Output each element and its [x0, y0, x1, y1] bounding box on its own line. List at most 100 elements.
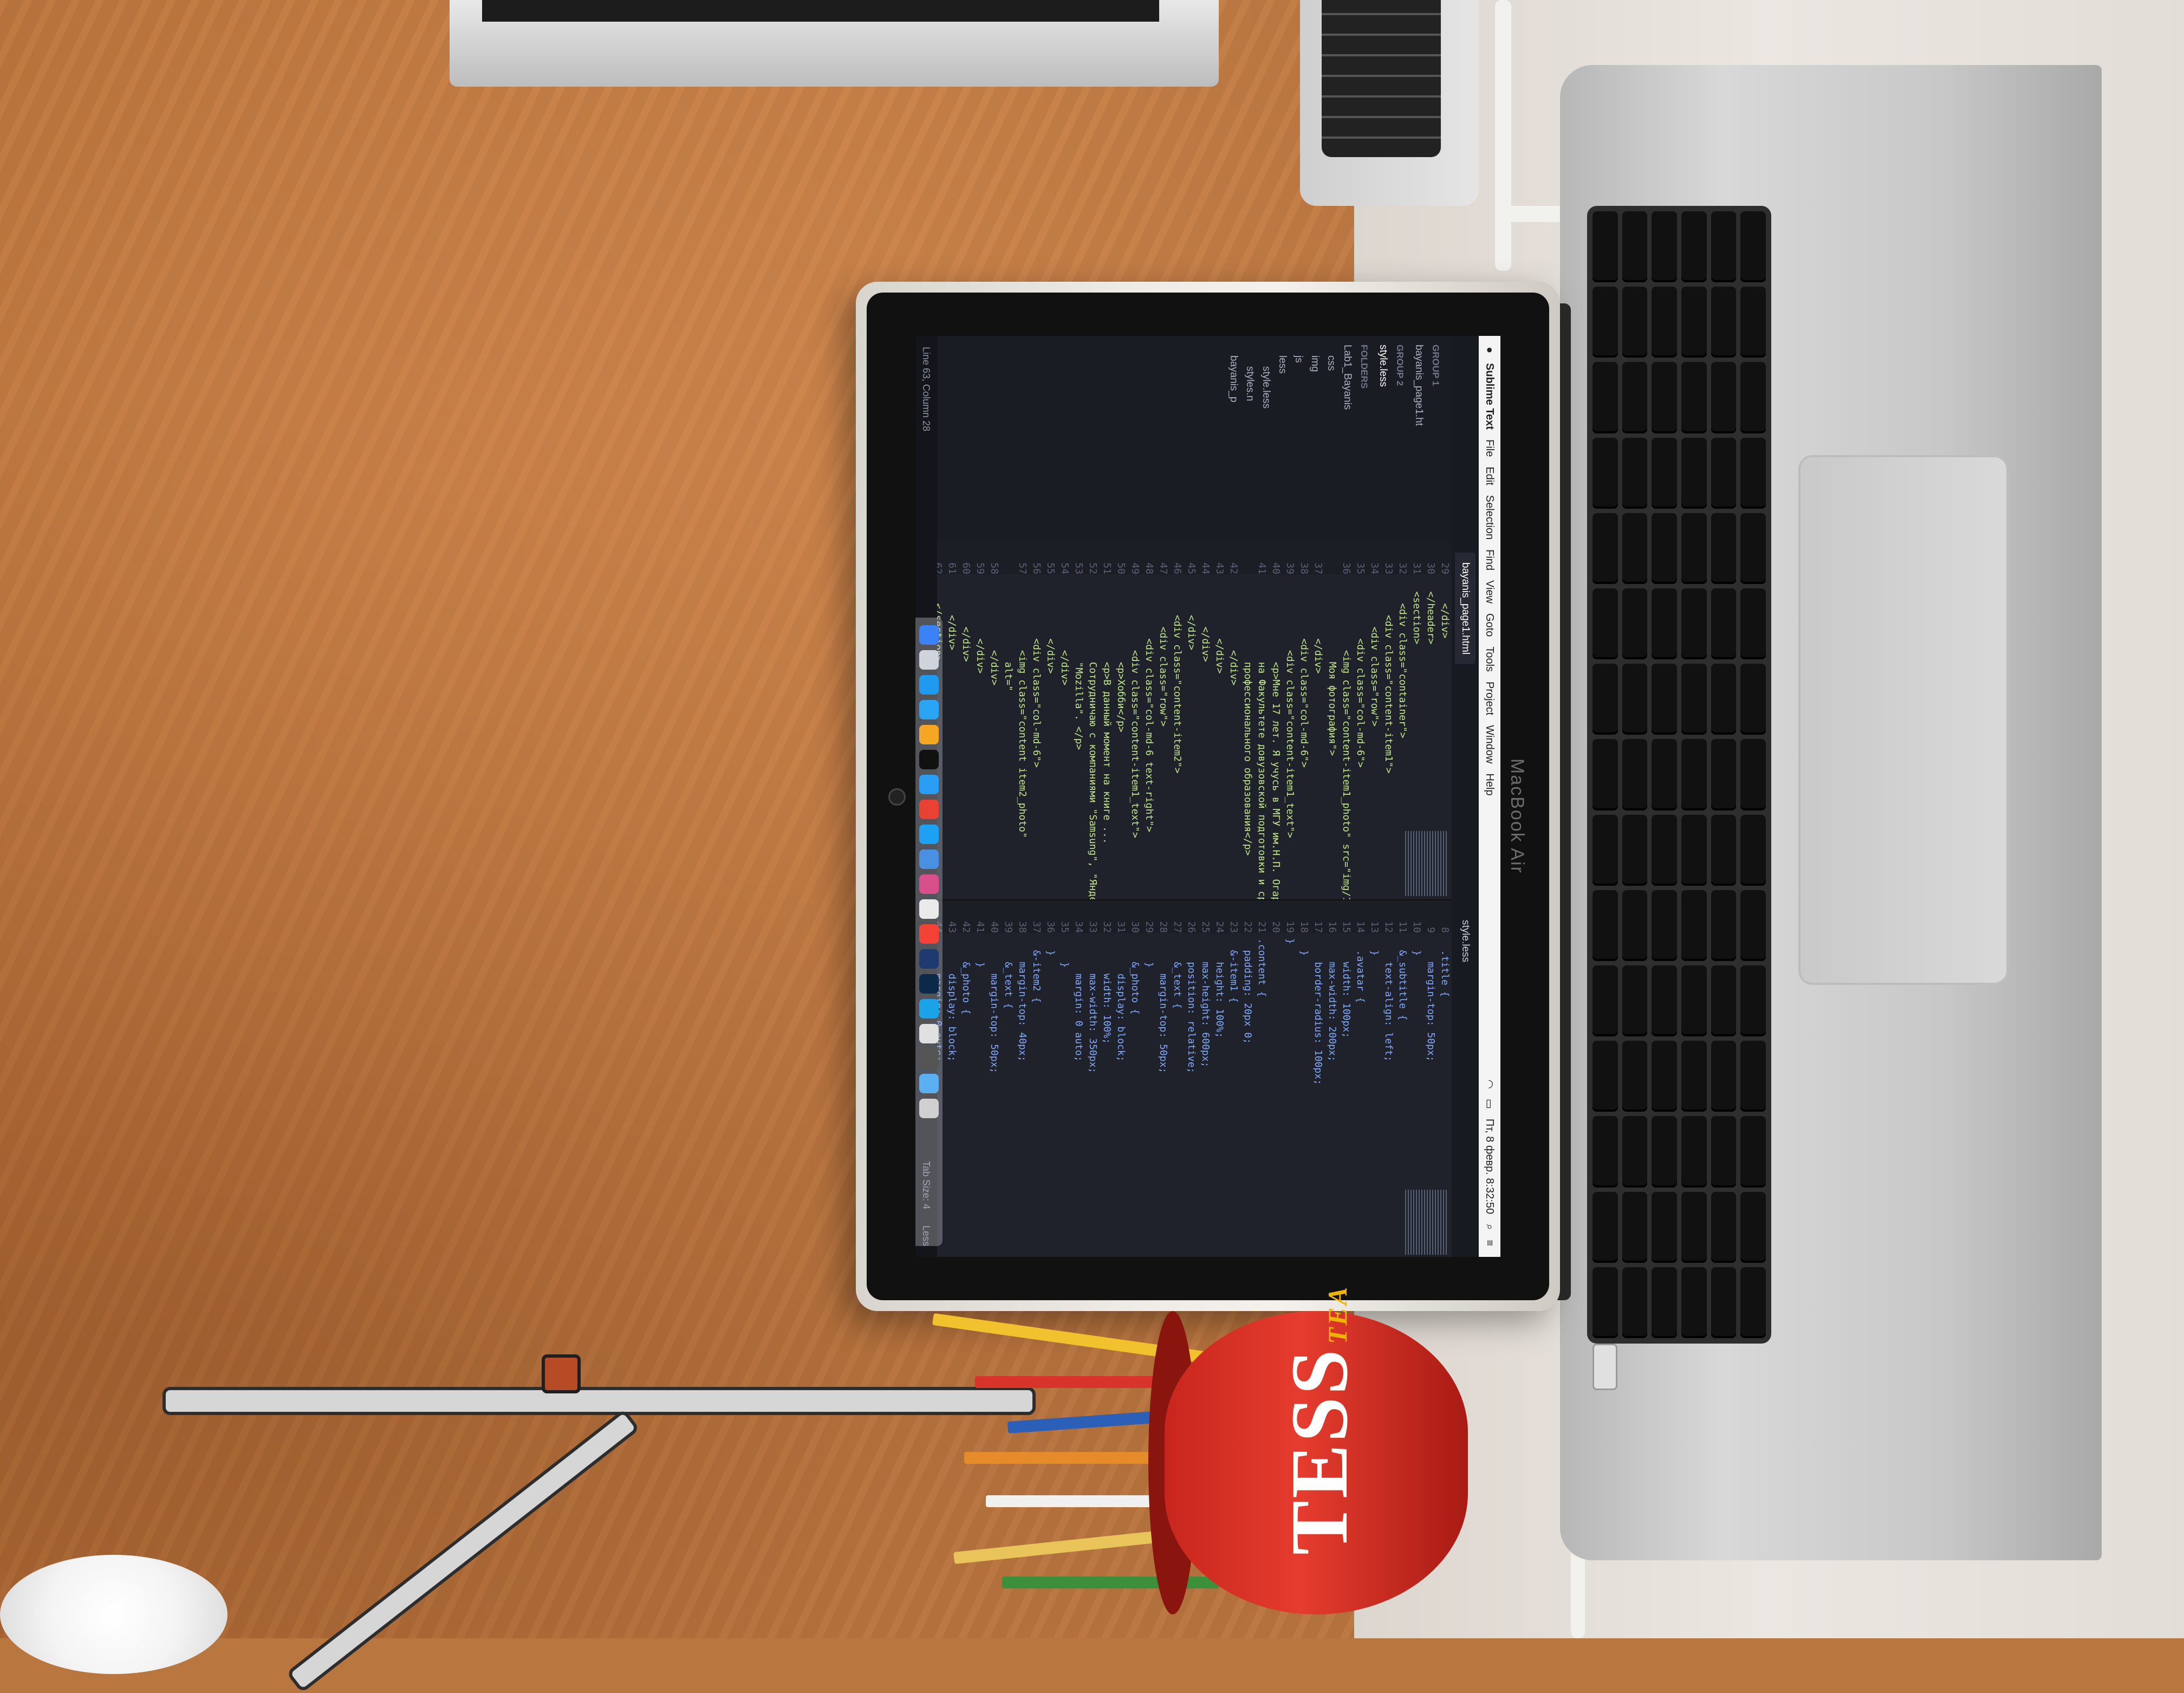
apple-icon[interactable]: ● [1484, 347, 1496, 354]
keyboard-key[interactable] [1711, 513, 1737, 584]
code-area[interactable]: .title { margin-top: 50px; } &_subtitle … [937, 938, 1452, 1257]
keyboard-key[interactable] [1622, 814, 1648, 886]
keyboard-key[interactable] [1681, 588, 1707, 660]
keyboard-key[interactable] [1622, 965, 1648, 1037]
keyboard-key[interactable] [1622, 588, 1648, 660]
keyboard-key[interactable] [1622, 1191, 1648, 1263]
keyboard-key[interactable] [1681, 287, 1707, 358]
keyboard-key[interactable] [1652, 1041, 1677, 1112]
keyboard-key[interactable] [1622, 362, 1648, 433]
keyboard-key[interactable] [1622, 664, 1648, 735]
keyboard-key[interactable] [1711, 1191, 1737, 1263]
keyboard-key[interactable] [1592, 1267, 1618, 1338]
menu-edit[interactable]: Edit [1484, 466, 1496, 485]
keyboard-key[interactable] [1681, 965, 1707, 1037]
keyboard-key[interactable] [1652, 1116, 1677, 1188]
keyboard-key[interactable] [1622, 1267, 1648, 1338]
keyboard-key[interactable] [1711, 965, 1737, 1037]
keyboard-key[interactable] [1652, 362, 1677, 433]
keyboard-key[interactable] [1740, 1267, 1766, 1338]
settings-icon[interactable] [919, 1049, 939, 1068]
keyboard-key[interactable] [1711, 211, 1737, 283]
photoshop-icon[interactable] [919, 974, 939, 994]
keyboard-key[interactable] [1652, 890, 1677, 961]
keyboard-key[interactable] [1592, 739, 1618, 810]
sidebar-item[interactable]: less [1277, 355, 1288, 374]
keyboard-key[interactable] [1681, 211, 1707, 283]
menu-window[interactable]: Window [1484, 725, 1496, 764]
sidebar-item[interactable]: style.less [1260, 366, 1272, 409]
keyboard-key[interactable] [1681, 890, 1707, 961]
keyboard-key[interactable] [1681, 739, 1707, 810]
keyboard-key[interactable] [1740, 1191, 1766, 1263]
keyboard-key[interactable] [1652, 287, 1677, 358]
sidebar-item[interactable]: img [1309, 355, 1321, 372]
keyboard-key[interactable] [1652, 739, 1677, 810]
menu-help[interactable]: Help [1484, 773, 1496, 796]
keyboard-key[interactable] [1592, 1116, 1618, 1188]
keyboard-key[interactable] [1622, 739, 1648, 810]
finder-icon[interactable] [919, 625, 939, 645]
keyboard-key[interactable] [1711, 814, 1737, 886]
keyboard-key[interactable] [1711, 1041, 1737, 1112]
sidebar-open-file[interactable]: style.less [1377, 345, 1389, 387]
keyboard-key[interactable] [1622, 1041, 1648, 1112]
telegram-icon[interactable] [919, 825, 939, 844]
keyboard-key[interactable] [1711, 437, 1737, 509]
menu-find[interactable]: Find [1484, 549, 1496, 570]
sidebar-project-folder[interactable]: Lab1_Bayanis [1342, 345, 1353, 410]
keyboard-key[interactable] [1711, 890, 1737, 961]
keyboard-key[interactable] [1681, 1267, 1707, 1338]
trackpad[interactable] [1798, 455, 2008, 985]
app-icon[interactable] [919, 849, 939, 869]
menu-selection[interactable]: Selection [1484, 495, 1496, 540]
tab-less-file[interactable]: style.less [1460, 920, 1471, 963]
keyboard-key[interactable] [1622, 890, 1648, 961]
folder-icon[interactable] [919, 1074, 939, 1093]
menubar-clock[interactable]: Пт, 8 февр. 8:32:50 [1484, 1118, 1496, 1215]
calendar-icon[interactable] [919, 899, 939, 919]
keyboard-key[interactable] [1681, 437, 1707, 509]
keyboard-key[interactable] [1681, 814, 1707, 886]
keyboard-key[interactable] [1740, 739, 1766, 810]
safari-icon[interactable] [919, 775, 939, 794]
keyboard-key[interactable] [1592, 664, 1618, 735]
keyboard-key[interactable] [1622, 211, 1648, 283]
minimap[interactable] [1405, 831, 1448, 896]
keyboard-key[interactable] [1740, 437, 1766, 509]
keyboard-key[interactable] [1652, 965, 1677, 1037]
terminal-icon[interactable] [919, 750, 939, 769]
keyboard-key[interactable] [1740, 513, 1766, 584]
list-icon[interactable]: ≡ [1484, 1240, 1496, 1246]
music-icon[interactable] [919, 1024, 939, 1043]
keyboard-key[interactable] [1622, 437, 1648, 509]
app-icon[interactable] [919, 924, 939, 944]
keyboard-key[interactable] [1740, 287, 1766, 358]
editor-pane-less[interactable]: 8 9 10 11 12 13 14 15 16 17 18 19 20 21 22 23 24 25 26 27 28… [937, 899, 1452, 1257]
minimap[interactable] [1405, 1190, 1448, 1255]
keyboard-key[interactable] [1652, 588, 1677, 660]
app-icon[interactable] [919, 999, 939, 1019]
keyboard-key[interactable] [1711, 588, 1737, 660]
menu-project[interactable]: Project [1484, 682, 1496, 716]
keyboard-key[interactable] [1740, 362, 1766, 433]
keyboard-key[interactable] [1740, 965, 1766, 1037]
keyboard-key[interactable] [1711, 287, 1737, 358]
sidebar-item[interactable]: js [1293, 355, 1304, 363]
keyboard-key[interactable] [1592, 437, 1618, 509]
keyboard-key[interactable] [1740, 1116, 1766, 1188]
keyboard-key[interactable] [1711, 1116, 1737, 1188]
keyboard-key[interactable] [1592, 362, 1618, 433]
photos-icon[interactable] [919, 874, 939, 894]
keyboard-key[interactable] [1652, 1191, 1677, 1263]
keyboard-key[interactable] [1681, 664, 1707, 735]
vscode-icon[interactable] [919, 700, 939, 719]
keyboard-key[interactable] [1652, 211, 1677, 283]
keyboard-key[interactable] [1681, 1116, 1707, 1188]
sidebar-open-file[interactable]: bayanis_page1.ht [1413, 345, 1425, 426]
sidebar-item[interactable]: styles.n [1244, 366, 1256, 401]
keyboard-key[interactable] [1592, 890, 1618, 961]
chrome-icon[interactable] [919, 800, 939, 819]
keyboard-key[interactable] [1652, 664, 1677, 735]
sublime-icon[interactable] [919, 725, 939, 744]
